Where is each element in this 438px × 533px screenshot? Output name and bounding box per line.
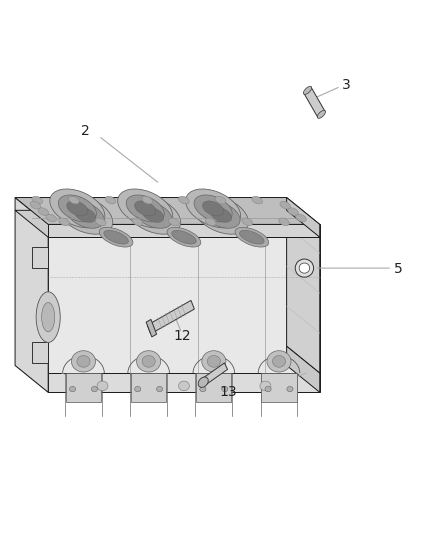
Ellipse shape — [179, 196, 189, 204]
Ellipse shape — [267, 351, 291, 372]
Polygon shape — [202, 363, 227, 385]
Ellipse shape — [202, 201, 240, 228]
Ellipse shape — [304, 86, 312, 94]
Ellipse shape — [134, 201, 156, 216]
Ellipse shape — [71, 351, 95, 372]
Polygon shape — [286, 346, 320, 392]
Ellipse shape — [142, 356, 155, 367]
Ellipse shape — [77, 356, 90, 367]
Ellipse shape — [156, 386, 162, 392]
Polygon shape — [48, 373, 320, 392]
Ellipse shape — [207, 356, 220, 367]
Ellipse shape — [42, 303, 55, 332]
Ellipse shape — [205, 218, 216, 225]
Ellipse shape — [50, 189, 105, 228]
Ellipse shape — [279, 218, 290, 225]
Ellipse shape — [70, 386, 76, 392]
Ellipse shape — [202, 201, 224, 216]
Ellipse shape — [142, 207, 164, 222]
Polygon shape — [196, 373, 231, 402]
Ellipse shape — [36, 292, 60, 343]
Ellipse shape — [222, 386, 228, 392]
Ellipse shape — [92, 386, 98, 392]
Polygon shape — [15, 211, 320, 237]
Ellipse shape — [202, 351, 226, 372]
Ellipse shape — [67, 201, 88, 216]
Ellipse shape — [252, 196, 262, 204]
Ellipse shape — [99, 227, 133, 247]
Ellipse shape — [58, 196, 113, 234]
Ellipse shape — [178, 381, 189, 391]
Ellipse shape — [317, 110, 325, 118]
Ellipse shape — [74, 207, 96, 222]
Ellipse shape — [59, 218, 69, 225]
Ellipse shape — [97, 381, 108, 391]
Ellipse shape — [32, 196, 42, 204]
Ellipse shape — [95, 218, 106, 225]
Polygon shape — [15, 198, 320, 224]
Ellipse shape — [137, 351, 161, 372]
Ellipse shape — [104, 230, 128, 244]
Ellipse shape — [66, 201, 104, 228]
Ellipse shape — [194, 195, 232, 222]
Ellipse shape — [167, 227, 201, 247]
Polygon shape — [261, 373, 297, 402]
Ellipse shape — [210, 207, 232, 222]
Ellipse shape — [105, 196, 116, 204]
Polygon shape — [146, 319, 157, 337]
Ellipse shape — [69, 196, 79, 204]
Ellipse shape — [296, 214, 306, 222]
Ellipse shape — [272, 356, 286, 367]
Polygon shape — [48, 224, 320, 237]
Ellipse shape — [215, 196, 226, 204]
Polygon shape — [32, 247, 48, 268]
Ellipse shape — [299, 263, 310, 273]
Polygon shape — [66, 373, 101, 402]
Ellipse shape — [242, 218, 253, 225]
Ellipse shape — [265, 386, 271, 392]
Text: 3: 3 — [342, 78, 350, 92]
Text: 13: 13 — [219, 385, 237, 399]
Polygon shape — [32, 342, 48, 364]
Polygon shape — [15, 366, 320, 392]
Ellipse shape — [169, 218, 179, 225]
Ellipse shape — [132, 218, 143, 225]
Ellipse shape — [194, 196, 248, 234]
Ellipse shape — [240, 230, 264, 244]
Ellipse shape — [287, 386, 293, 392]
Polygon shape — [286, 211, 320, 373]
Ellipse shape — [186, 189, 240, 228]
Ellipse shape — [46, 214, 57, 222]
Polygon shape — [15, 198, 48, 392]
Ellipse shape — [134, 386, 141, 392]
Ellipse shape — [235, 227, 269, 247]
Ellipse shape — [118, 189, 173, 228]
Ellipse shape — [30, 201, 41, 209]
Ellipse shape — [38, 208, 49, 215]
Ellipse shape — [142, 196, 152, 204]
Ellipse shape — [295, 259, 314, 277]
Ellipse shape — [280, 201, 290, 209]
Ellipse shape — [288, 208, 298, 215]
Ellipse shape — [58, 195, 96, 222]
Ellipse shape — [126, 196, 180, 234]
Text: 12: 12 — [173, 329, 191, 343]
Polygon shape — [131, 373, 166, 402]
Polygon shape — [304, 87, 325, 117]
Ellipse shape — [126, 195, 164, 222]
Ellipse shape — [260, 381, 271, 391]
Ellipse shape — [172, 230, 196, 244]
Ellipse shape — [198, 377, 208, 387]
Text: 2: 2 — [81, 124, 90, 138]
Ellipse shape — [134, 201, 172, 228]
Polygon shape — [147, 301, 194, 334]
Polygon shape — [286, 198, 320, 237]
Text: 5: 5 — [394, 262, 403, 276]
Ellipse shape — [200, 386, 206, 392]
Polygon shape — [48, 237, 320, 373]
